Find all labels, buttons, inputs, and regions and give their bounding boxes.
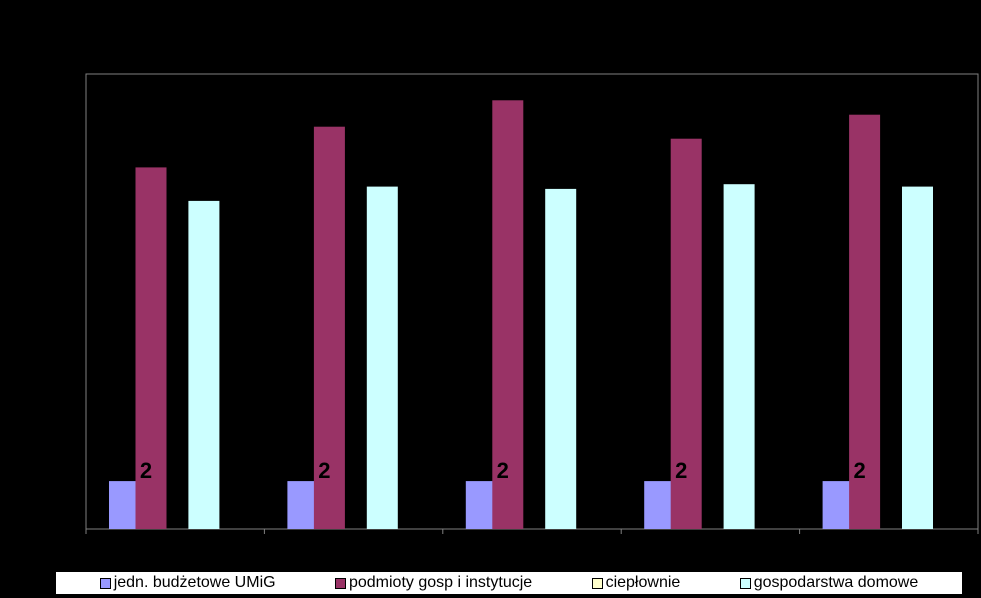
legend-item-gospodarstwa-domowe: gospodarstwa domowe — [739, 574, 919, 592]
legend-label-gospodarstwa-domowe: gospodarstwa domowe — [753, 574, 919, 591]
legend-item-jedn-budzetowe: jedn. budżetowe UMiG — [99, 574, 276, 592]
bar-series1-cat0 — [135, 167, 167, 529]
ticks-layer — [85, 529, 979, 534]
bar-series3-cat1 — [366, 186, 398, 529]
bar-series1-cat3 — [670, 138, 702, 529]
labels-layer: 2 2 2 2 2 — [140, 458, 866, 483]
data-label-series0-cat4: 2 — [853, 458, 865, 483]
bar-series1-cat2 — [492, 100, 524, 530]
bar-series3-cat0 — [188, 200, 220, 529]
bar-series1-cat1 — [313, 126, 345, 529]
legend-label-podmioty-gosp: podmioty gosp i instytucje — [348, 574, 533, 591]
plot-area — [85, 73, 979, 530]
bar-series0-cat0 — [109, 481, 140, 529]
legend-swatch-cieplownie — [591, 577, 603, 589]
legend-label-jedn-budzetowe: jedn. budżetowe UMiG — [113, 574, 276, 591]
bars-layer — [109, 100, 933, 530]
legend: jedn. budżetowe UMiG podmioty gosp i ins… — [56, 572, 962, 594]
bar-series0-cat2 — [465, 481, 497, 529]
data-label-series0-cat0: 2 — [140, 458, 152, 483]
data-label-series0-cat2: 2 — [497, 458, 509, 483]
legend-swatch-jedn-budzetowe — [99, 577, 111, 589]
bar-series0-cat3 — [644, 481, 676, 529]
bar-series3-cat2 — [545, 188, 577, 529]
bar-series1-cat4 — [849, 114, 881, 529]
data-label-series0-cat3: 2 — [675, 458, 687, 483]
legend-swatch-gospodarstwa-domowe — [739, 577, 751, 589]
legend-swatch-podmioty-gosp — [334, 577, 346, 589]
legend-item-cieplownie: ciepłownie — [591, 574, 681, 592]
data-label-series0-cat1: 2 — [318, 458, 330, 483]
bar-series0-cat1 — [287, 481, 319, 529]
bar-series3-cat3 — [723, 184, 755, 529]
bar-series3-cat4 — [902, 186, 933, 529]
bar-series0-cat4 — [822, 481, 854, 529]
legend-item-podmioty-gosp: podmioty gosp i instytucje — [334, 574, 533, 592]
legend-label-cieplownie: ciepłownie — [605, 574, 681, 591]
